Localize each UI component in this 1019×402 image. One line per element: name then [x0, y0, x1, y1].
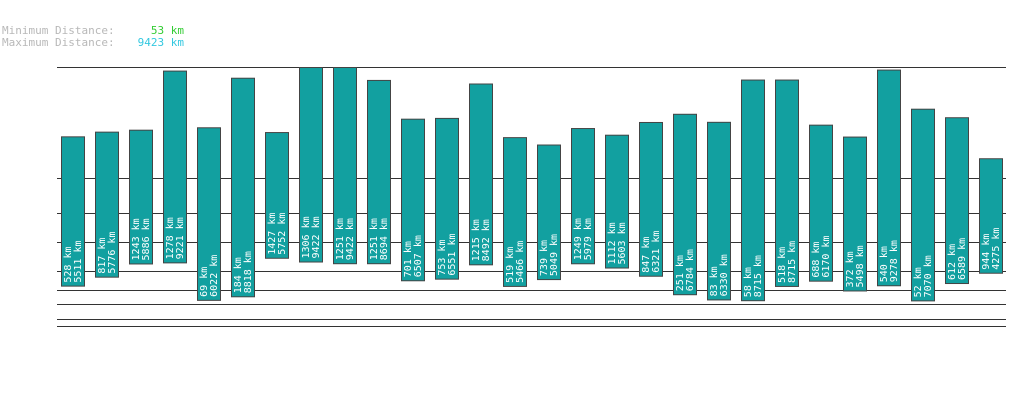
bar-24	[877, 69, 901, 287]
bar-4	[197, 127, 221, 301]
bar-19-high-label: 6330 km	[719, 254, 730, 296]
bar-27	[979, 158, 1003, 274]
bar-17-high-label: 6321 km	[651, 231, 662, 273]
bar-26-low-label: 612 km	[947, 244, 958, 280]
bar-14-low-label: 739 km	[539, 240, 550, 276]
bar-1-low-label: 817 km	[97, 238, 108, 274]
bar-21-low-label: 518 km	[777, 247, 788, 283]
bar-27-low-label: 944 km	[981, 234, 992, 270]
bar-5	[231, 77, 255, 298]
bar-10	[401, 118, 425, 282]
bar-0	[61, 136, 85, 287]
bar-15-high-label: 5979 km	[583, 218, 594, 260]
bar-17	[639, 121, 663, 277]
maximum-distance-row: Maximum Distance: 9423 km	[2, 37, 184, 49]
bar-7	[299, 67, 323, 263]
bar-11-low-label: 753 km	[437, 240, 448, 276]
bar-5-high-label: 8818 km	[243, 251, 254, 293]
bar-0-low-label: 528 km	[63, 247, 74, 283]
bar-4-high-label: 6022 km	[209, 255, 220, 297]
bar-21-high-label: 8715 km	[787, 241, 798, 283]
bar-6-low-label: 1427 km	[267, 213, 278, 255]
bar-22-low-label: 688 km	[811, 242, 822, 278]
bar-13-low-label: 519 km	[505, 247, 516, 283]
bar-25-high-label: 7070 km	[923, 255, 934, 297]
bar-4-low-label: 69 km	[199, 267, 210, 297]
bar-14	[537, 144, 561, 281]
bar-21	[775, 79, 799, 287]
bar-26	[945, 117, 969, 285]
distance-summary: Minimum Distance: 53 km Maximum Distance:…	[2, 25, 184, 49]
minimum-distance-value: 53 km	[150, 24, 184, 37]
bar-10-high-label: 6507 km	[413, 235, 424, 277]
bar-8-high-label: 9422 km	[345, 218, 356, 260]
bar-11-high-label: 6551 km	[447, 234, 458, 276]
maximum-distance-value: 9423 km	[137, 36, 184, 49]
bar-25-low-label: 52 km	[913, 267, 924, 297]
bar-7-low-label: 1306 km	[301, 216, 312, 258]
bar-9-high-label: 8694 km	[379, 218, 390, 260]
bar-11	[435, 117, 459, 280]
bar-18	[673, 113, 697, 296]
bar-14-high-label: 5049 km	[549, 234, 560, 276]
bar-23-high-label: 5498 km	[855, 245, 866, 287]
bar-26-high-label: 6589 km	[957, 238, 968, 280]
bar-13-high-label: 5466 km	[515, 241, 526, 283]
bar-12-high-label: 8492 km	[481, 219, 492, 261]
bar-7-high-label: 9422 km	[311, 216, 322, 258]
bar-3-low-label: 1278 km	[165, 217, 176, 259]
bar-13	[503, 137, 527, 287]
bar-18-high-label: 6784 km	[685, 249, 696, 291]
bar-15	[571, 128, 595, 265]
bar-27-high-label: 4275 km	[991, 228, 1002, 270]
bar-2-high-label: 5886 km	[141, 218, 152, 260]
bar-8	[333, 67, 357, 265]
bar-24-high-label: 9278 km	[889, 240, 900, 282]
bar-20-low-label: 58 km	[743, 267, 754, 297]
bar-1-high-label: 5776 km	[107, 232, 118, 274]
bar-22	[809, 124, 833, 282]
bar-3	[163, 70, 187, 264]
bar-5-low-label: 184 km	[233, 257, 244, 293]
bar-25	[911, 108, 935, 302]
bar-17-low-label: 847 km	[641, 237, 652, 273]
bar-24-low-label: 540 km	[879, 246, 890, 282]
bar-23	[843, 136, 867, 292]
bar-9	[367, 79, 391, 265]
minimum-distance-row: Minimum Distance: 53 km	[2, 25, 184, 37]
bar-16-low-label: 1112 km	[607, 222, 618, 264]
bar-19-low-label: 83 km	[709, 266, 720, 296]
bar-1	[95, 131, 119, 278]
bar-20	[741, 79, 765, 302]
bars: 528 km 5511 km 817 km 5776 km 1243 km 5886 km…	[61, 67, 1003, 302]
bar-2-low-label: 1243 km	[131, 218, 142, 260]
bar-16-high-label: 5603 km	[617, 222, 628, 264]
bar-9-low-label: 1251 km	[369, 218, 380, 260]
bar-19	[707, 121, 731, 301]
bar-12-low-label: 1215 km	[471, 219, 482, 261]
bar-16	[605, 134, 629, 269]
bar-20-high-label: 8715 km	[753, 255, 764, 297]
bar-18-low-label: 251 km	[675, 255, 686, 291]
bar-0-high-label: 5511 km	[73, 240, 84, 282]
minimum-distance-label: Minimum Distance:	[2, 24, 115, 37]
bar-12	[469, 83, 493, 266]
bar-22-high-label: 6170 km	[821, 236, 832, 278]
bar-10-low-label: 701 km	[403, 241, 414, 277]
bar-6-high-label: 5752 km	[277, 213, 288, 255]
bar-6	[265, 132, 289, 259]
maximum-distance-label: Maximum Distance:	[2, 36, 115, 49]
bar-23-low-label: 372 km	[845, 251, 856, 287]
bar-15-low-label: 1249 km	[573, 218, 584, 260]
bar-2	[129, 129, 153, 265]
bar-3-high-label: 9221 km	[175, 217, 186, 259]
bar-8-low-label: 1251 km	[335, 218, 346, 260]
